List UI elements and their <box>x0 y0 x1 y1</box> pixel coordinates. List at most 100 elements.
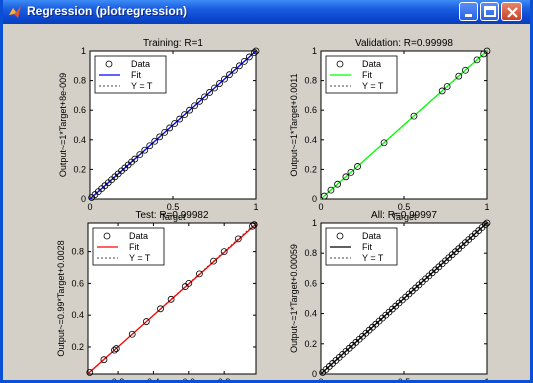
legend-label-data: Data <box>362 231 381 241</box>
data-point <box>112 345 120 352</box>
x-tick-label: 1 <box>253 202 258 212</box>
chart-title: All: R=0.99997 <box>371 210 437 221</box>
data-point <box>201 93 208 101</box>
data-point <box>128 330 136 338</box>
data-point <box>206 89 213 96</box>
matlab-logo-icon <box>9 6 21 18</box>
x-axis-label: Target <box>160 212 186 222</box>
y-axis-label: Output~=1*Target+8e-009 <box>58 73 68 177</box>
legend-data-marker <box>336 232 344 240</box>
y-tick-label: 0 <box>312 194 317 204</box>
y-tick-label: 1 <box>312 46 317 56</box>
data-point <box>249 222 256 230</box>
figure-canvas: Training: R=1 Target Output~=1*Target+8e-0… <box>56 38 491 380</box>
data-point <box>100 356 108 364</box>
maximize-button[interactable] <box>480 2 499 21</box>
maximize-icon <box>484 6 496 17</box>
y-axis-label: Output~=0.99*Target+0.0028 <box>56 240 66 356</box>
data-point <box>142 318 150 325</box>
y-tick-label: 0 <box>312 369 317 379</box>
data-point <box>166 124 174 132</box>
data-point <box>171 120 179 127</box>
data-point <box>473 56 481 64</box>
data-point <box>167 295 175 303</box>
data-point <box>216 80 223 87</box>
x-tick-label: 0 <box>318 202 323 212</box>
x-tick-label: 0.4 <box>147 377 160 380</box>
data-point <box>231 66 238 74</box>
fit-line <box>87 223 257 375</box>
y-axis-label: Output~=1*Target+0.0011 <box>289 73 299 176</box>
data-point <box>443 83 451 90</box>
legend-label-data: Data <box>362 59 381 69</box>
legend-box <box>94 55 167 94</box>
data-point <box>196 270 203 278</box>
y-tick-label: 0.2 <box>304 339 317 349</box>
x-tick-label: 0.5 <box>398 202 411 212</box>
data-point <box>161 129 169 136</box>
legend-label-ideal: Y = T <box>362 81 384 91</box>
data-point <box>438 87 446 95</box>
data-point <box>380 139 388 147</box>
legend-label-fit: Fit <box>129 242 139 252</box>
y-tick-label: 0.8 <box>304 76 317 86</box>
y-tick-label: 0.6 <box>73 105 86 115</box>
x-tick-label: 1 <box>484 202 489 212</box>
data-point <box>410 112 418 120</box>
data-point <box>481 221 489 228</box>
y-tick-label: 0.4 <box>304 309 317 319</box>
x-tick-label: 0 <box>318 377 323 380</box>
fit-line <box>89 50 257 200</box>
legend-data-marker <box>105 60 113 68</box>
data-point <box>221 75 228 83</box>
legend-label-fit: Fit <box>131 70 141 80</box>
x-tick-label: 0.2 <box>112 377 125 380</box>
data-point <box>250 221 258 228</box>
y-tick-label: 0.6 <box>304 278 317 288</box>
data-point <box>327 186 335 194</box>
legend-data-marker <box>336 60 344 68</box>
close-button[interactable] <box>501 2 522 21</box>
data-point <box>252 47 260 55</box>
window-title: Regression (plotregression) <box>27 4 188 18</box>
y-tick-label: 0.4 <box>73 135 86 145</box>
minimize-button[interactable] <box>459 2 478 21</box>
data-point <box>186 106 194 114</box>
x-tick-label: 0 <box>87 202 92 212</box>
legend-label-data: Data <box>129 231 148 241</box>
minimize-icon <box>465 14 472 17</box>
chart-title: Training: R=1 <box>143 38 203 49</box>
y-tick-label: 0.6 <box>71 278 84 288</box>
data-point <box>354 163 361 170</box>
data-point <box>483 219 491 227</box>
y-tick-label: 0.2 <box>71 342 84 352</box>
y-tick-label: 0.2 <box>304 164 317 174</box>
chart-panel-3: Test: R=0.99982Target Output~=0.99*Target… <box>56 210 258 380</box>
legend-label-fit: Fit <box>362 242 372 252</box>
data-point <box>151 137 159 145</box>
legend-label-ideal: Y = T <box>131 81 153 91</box>
data-point <box>240 57 248 65</box>
data-point <box>455 72 463 80</box>
data-point <box>181 111 189 119</box>
data-point <box>176 115 184 123</box>
data-point <box>226 71 233 79</box>
data-point <box>136 151 144 159</box>
y-tick-label: 0.8 <box>71 247 84 257</box>
close-icon <box>507 7 518 18</box>
x-tick-label: 0.5 <box>398 377 411 380</box>
data-point <box>131 155 139 163</box>
title-bar[interactable]: Regression (plotregression) <box>3 0 530 24</box>
data-point <box>342 173 350 181</box>
x-tick-label: 0.6 <box>183 377 196 380</box>
y-axis-label: Output~=1*Target+0.00059 <box>289 244 299 353</box>
y-tick-label: 0.6 <box>304 105 317 115</box>
fit-line <box>320 222 488 375</box>
data-point <box>220 248 228 256</box>
y-tick-label: 1 <box>81 46 86 56</box>
y-tick-label: 0.4 <box>71 310 84 320</box>
